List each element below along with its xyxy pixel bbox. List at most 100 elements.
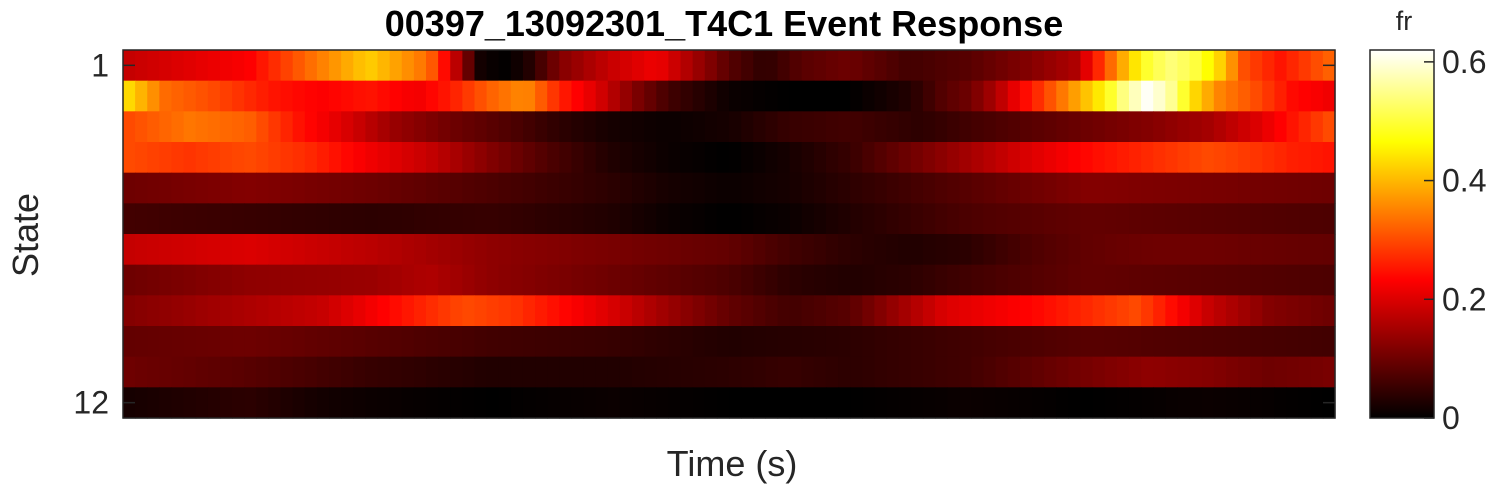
heatmap-cell — [983, 264, 997, 296]
heatmap-cell — [1128, 203, 1142, 235]
heatmap-cell — [680, 203, 694, 235]
heatmap-cell — [510, 356, 524, 388]
heatmap-cell — [1080, 326, 1094, 358]
heatmap-cell — [838, 326, 851, 358]
heatmap-cell — [995, 80, 1009, 112]
heatmap-cell — [219, 111, 233, 143]
heatmap-cell — [1322, 111, 1336, 143]
heatmap-cell — [644, 172, 657, 204]
heatmap-cell — [922, 80, 936, 112]
heatmap-cell — [1141, 356, 1154, 388]
heatmap-cell — [183, 172, 197, 204]
heatmap-cell — [983, 203, 997, 235]
heatmap-cell — [413, 111, 427, 143]
heatmap-cell — [462, 203, 476, 235]
heatmap-cell — [765, 295, 779, 327]
heatmap-cell — [438, 172, 451, 204]
heatmap-cell — [862, 356, 876, 388]
heatmap-cell — [426, 387, 439, 419]
heatmap-cell — [535, 356, 548, 388]
heatmap-cell — [341, 356, 354, 388]
heatmap-cell — [510, 326, 524, 358]
heatmap-cell — [1019, 264, 1033, 296]
heatmap-cell — [1141, 326, 1154, 358]
heatmap-cell — [1310, 80, 1324, 112]
heatmap-cell — [510, 142, 524, 174]
heatmap-cell — [716, 264, 730, 296]
heatmap-cell — [207, 142, 221, 174]
heatmap-cell — [1262, 387, 1275, 419]
heatmap-cell — [413, 80, 427, 112]
heatmap-cell — [256, 80, 270, 112]
heatmap-cell — [1007, 80, 1021, 112]
heatmap-cell — [922, 111, 936, 143]
heatmap-cell — [922, 326, 936, 358]
heatmap-cell — [256, 326, 270, 358]
heatmap-cell — [632, 264, 645, 296]
heatmap-cell — [971, 80, 985, 112]
heatmap-cell — [1225, 295, 1239, 327]
heatmap-cell — [1007, 387, 1021, 419]
heatmap-cell — [123, 234, 136, 266]
heatmap-cell — [959, 326, 972, 358]
heatmap-cell — [935, 203, 948, 235]
heatmap-cell — [498, 264, 512, 296]
heatmap-cell — [874, 234, 888, 266]
heatmap-cell — [668, 50, 682, 82]
heatmap-cell — [595, 264, 609, 296]
heatmap-cell — [438, 387, 451, 419]
heatmap-cell — [741, 387, 754, 419]
heatmap-cell — [1274, 356, 1288, 388]
heatmap-cell — [716, 50, 730, 82]
heatmap-cell — [813, 111, 827, 143]
heatmap-cell — [886, 326, 900, 358]
heatmap-cell — [195, 172, 209, 204]
heatmap-cell — [365, 50, 379, 82]
heatmap-cell — [632, 326, 645, 358]
heatmap-cell — [1044, 142, 1057, 174]
heatmap-cell — [353, 111, 366, 143]
heatmap-cell — [474, 50, 488, 82]
heatmap-cell — [535, 50, 548, 82]
heatmap-cell — [207, 172, 221, 204]
heatmap-cell — [789, 356, 803, 388]
heatmap-cell — [595, 50, 609, 82]
heatmap-cell — [1092, 387, 1106, 419]
heatmap-cell — [280, 80, 294, 112]
heatmap-cell — [1250, 234, 1263, 266]
heatmap-cell — [1298, 356, 1312, 388]
heatmap-cell — [135, 111, 148, 143]
heatmap-cell — [874, 142, 888, 174]
heatmap-cell — [644, 50, 657, 82]
heatmap-cell — [692, 80, 706, 112]
heatmap-cell — [1165, 80, 1179, 112]
heatmap-cell — [389, 50, 403, 82]
heatmap-cell — [147, 356, 160, 388]
heatmap-cell — [935, 142, 948, 174]
heatmap-cell — [947, 172, 960, 204]
heatmap-cell — [753, 234, 766, 266]
heatmap-cell — [280, 172, 294, 204]
heatmap-cell — [1213, 111, 1227, 143]
heatmap-cell — [498, 80, 512, 112]
heatmap-cell — [1298, 142, 1312, 174]
heatmap-cell — [304, 234, 318, 266]
heatmap-cell — [1092, 50, 1106, 82]
heatmap-cell — [1104, 50, 1118, 82]
heatmap-cell — [838, 111, 851, 143]
heatmap-cell — [1262, 203, 1275, 235]
heatmap-cell — [159, 326, 173, 358]
heatmap-cell — [838, 142, 851, 174]
heatmap-cell — [292, 172, 306, 204]
heatmap-cell — [1274, 387, 1288, 419]
heatmap-cell — [644, 295, 657, 327]
heatmap-cell — [886, 80, 900, 112]
heatmap-cell — [1032, 203, 1045, 235]
heatmap-cell — [1298, 295, 1312, 327]
heatmap-cell — [1165, 142, 1179, 174]
heatmap-cell — [862, 111, 876, 143]
heatmap-cell — [1056, 203, 1069, 235]
heatmap-cell — [159, 203, 173, 235]
heatmap-cell — [765, 80, 779, 112]
heatmap-cell — [680, 111, 694, 143]
